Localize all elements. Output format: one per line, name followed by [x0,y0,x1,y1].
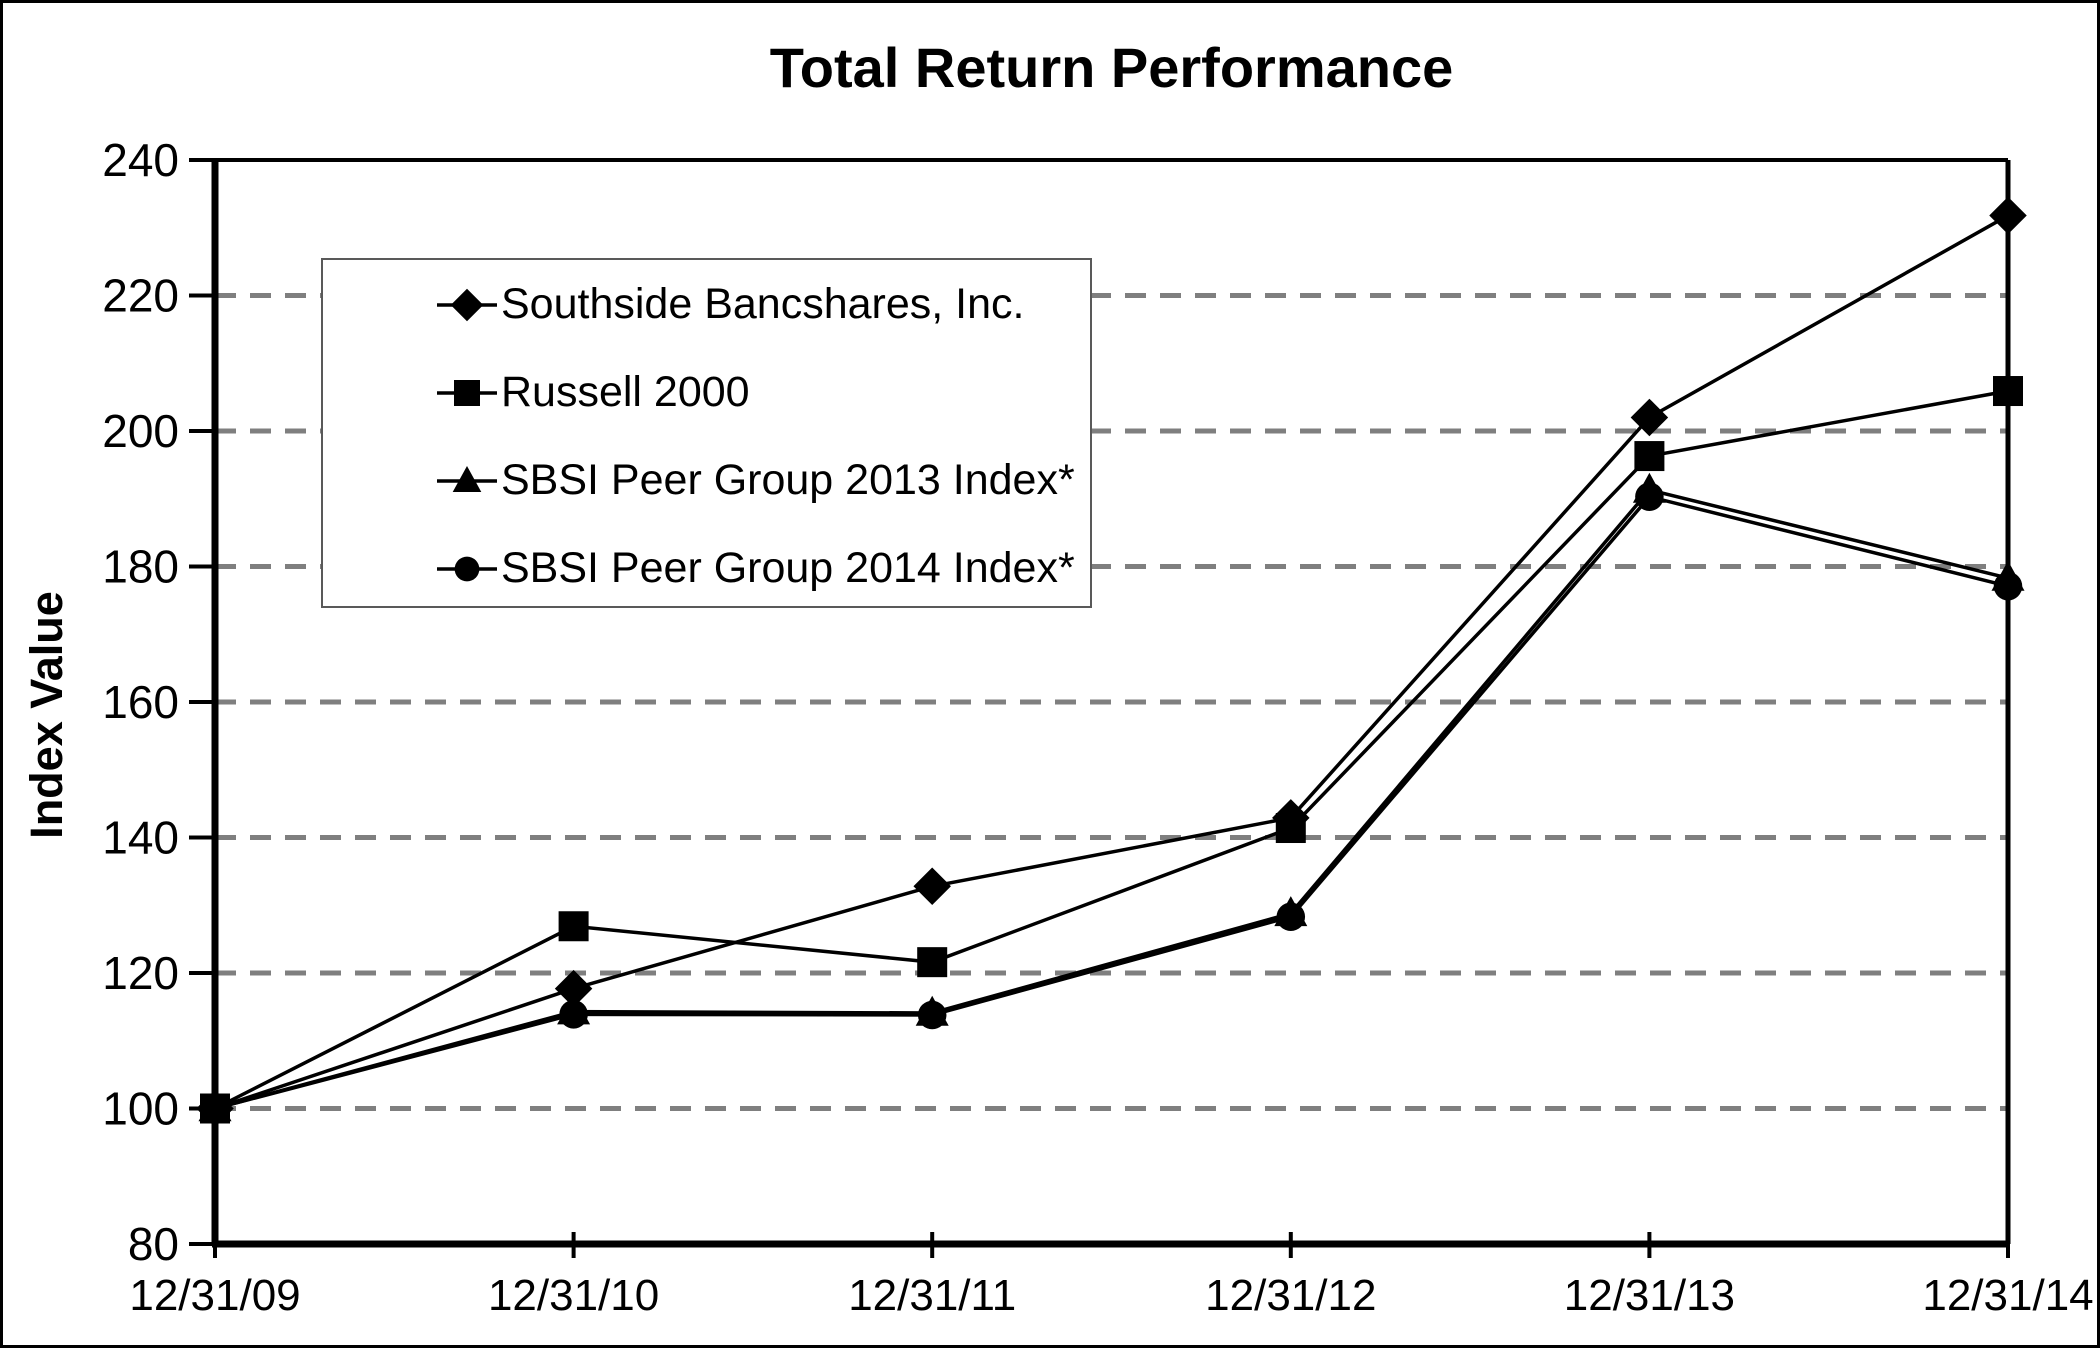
circle-marker [1635,482,1664,511]
diamond-marker [913,867,951,906]
y-tick-label-160: 160 [102,676,179,728]
circle-marker [200,1094,230,1123]
y-tick-label-120: 120 [102,947,179,999]
y-tick-label-240: 240 [102,134,179,186]
series-line-4 [214,494,2009,1111]
circle-marker [559,1000,588,1029]
legend-label: Southside Bancshares, Inc. [501,279,1025,328]
legend-label: SBSI Peer Group 2013 Index* [501,455,1075,504]
square-marker [1275,813,1306,844]
x-tick-label-3: 12/31/12 [1205,1271,1376,1320]
y-tick-label-80: 80 [128,1218,179,1270]
square-legend-icon [437,380,497,406]
legend-label: Russell 2000 [501,367,750,416]
circle-marker [917,1000,947,1030]
circle-legend-icon [437,556,497,582]
x-tick-label-0: 12/31/09 [129,1271,300,1320]
square-marker [1634,441,1665,472]
diamond-marker [1989,196,2027,235]
triangle-legend-icon [437,466,497,493]
legend-label: SBSI Peer Group 2014 Index* [501,543,1075,592]
x-tick-label-1: 12/31/10 [488,1271,659,1320]
legend-entry-1: Southside Bancshares, Inc. [435,280,1080,328]
x-tick-label-2: 12/31/11 [848,1271,1016,1320]
legend-entry-3: SBSI Peer Group 2013 Index* [435,456,1080,504]
y-tick-label-220: 220 [102,270,179,322]
legend-entry-2: Russell 2000 [435,368,1080,416]
series-line-2 [214,389,2009,1111]
series-line-1 [214,214,2009,1111]
legend-entry-4: SBSI Peer Group 2014 Index* [435,544,1080,592]
diamond-marker [450,288,484,322]
circle-marker [454,556,480,582]
x-tick-label-4: 12/31/13 [1564,1271,1735,1320]
y-tick-label-140: 140 [102,812,179,864]
x-tick-label-5: 12/31/14 [1922,1271,2093,1320]
y-tick-label-200: 200 [102,405,179,457]
triangle-marker [452,466,482,493]
square-marker [558,911,589,942]
square-marker [1993,376,2023,407]
chart-legend: Southside Bancshares, Inc. Russell 2000 SB… [321,258,1092,608]
circle-marker [1993,571,2023,601]
y-tick-label-100: 100 [102,1083,179,1135]
series-line-3 [214,487,2009,1111]
diamond-legend-icon [437,288,497,322]
circle-marker [1276,902,1306,932]
square-marker [454,380,480,406]
chart-title: Total Return Performance [769,36,1454,99]
y-tick-label-180: 180 [102,541,179,593]
diamond-marker [554,969,593,1008]
square-marker [917,947,948,978]
chart-canvas: 80 100 120 140 160 180 200 220 240 12/31/09 12/31/… [102,134,2093,1320]
diamond-marker [1630,398,1669,437]
